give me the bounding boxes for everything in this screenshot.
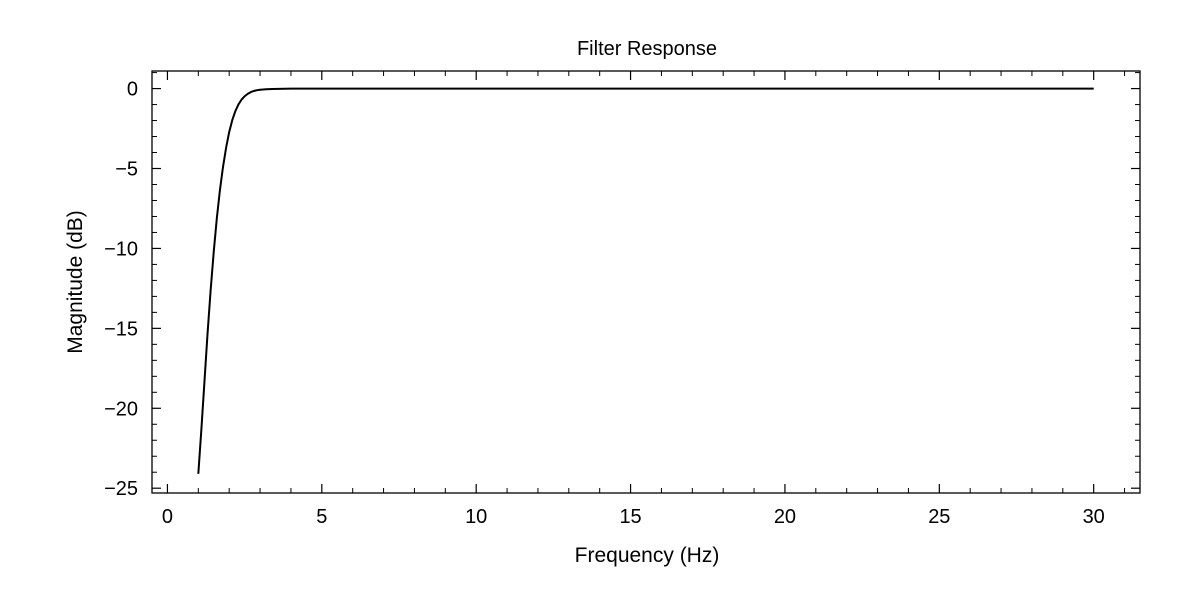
y-tick-label: −5	[115, 159, 138, 181]
x-tick-label: 20	[774, 506, 796, 528]
y-tick-label: −15	[104, 318, 138, 340]
y-tick-label: −10	[104, 238, 138, 260]
x-axis-title: Frequency (Hz)	[575, 544, 720, 567]
y-tick-label: −20	[104, 398, 138, 420]
y-axis-title: Magnitude (dB)	[64, 210, 87, 354]
x-tick-label: 25	[928, 506, 950, 528]
series-line-magnitude	[197, 87, 1094, 474]
x-tick-label: 15	[619, 506, 641, 528]
x-tick-label: 10	[465, 506, 487, 528]
y-tick-label: −25	[104, 478, 138, 500]
plot-frame	[151, 70, 1141, 494]
x-tick-label: 0	[162, 506, 173, 528]
chart-title: Filter Response	[577, 38, 717, 60]
x-tick-label: 30	[1083, 506, 1105, 528]
x-tick-label: 5	[316, 506, 327, 528]
y-tick-label: 0	[127, 79, 138, 101]
plot-area: 0 5 10 15 20 25 30 0 −5 −10 −15 −20 −25	[104, 70, 1141, 528]
